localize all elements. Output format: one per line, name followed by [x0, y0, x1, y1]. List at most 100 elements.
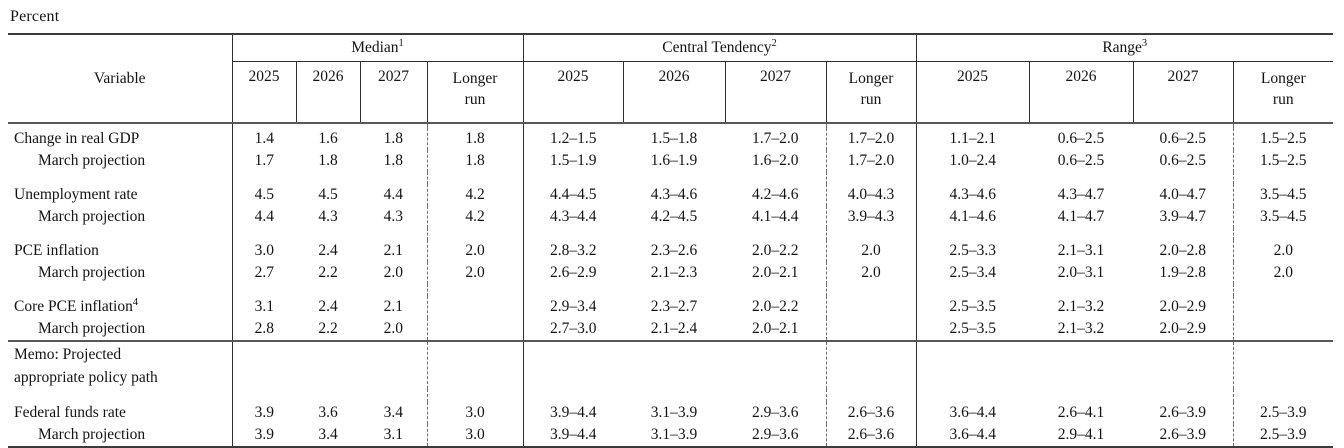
row-spacer — [8, 123, 1333, 128]
longer-run-header: Longer run — [825, 61, 916, 124]
value-cell: 2.0 — [426, 262, 523, 284]
value-cell: 2.6–2.9 — [522, 262, 623, 284]
value-cell — [1232, 296, 1333, 318]
memo-row: Memo: Projected appropriate policy path — [8, 340, 1333, 389]
year-header-row: 2025 2026 2027 Longer run 2025 2026 2027… — [8, 61, 1333, 124]
value-cell: 4.3–4.7 — [1057, 186, 1105, 203]
value-cell: 4.3 — [383, 208, 403, 225]
economic-projections-table: Variable Median1 Central Tendency2 Range… — [8, 33, 1333, 448]
value-cell — [825, 318, 916, 341]
value-cell: 1.0–2.4 — [915, 150, 1029, 172]
value-cell: 4.4 — [383, 186, 403, 203]
value-cell: 1.7–2.0 — [825, 150, 916, 172]
longer-run-header: Longer run — [1232, 61, 1333, 124]
value-cell: 4.2 — [426, 206, 523, 228]
value-cell: 4.0–4.7 — [1159, 186, 1207, 203]
value-cell: 2.7 — [231, 262, 296, 284]
value-cell: 2.6–3.6 — [825, 402, 916, 424]
value-cell: 2.1 — [383, 242, 403, 259]
value-cell: 2.4 — [318, 242, 338, 259]
value-cell: 1.5–2.5 — [1232, 128, 1333, 150]
section-header-median: Median1 — [231, 34, 523, 62]
table-row-core-pce-march: March projection 2.8 2.2 2.0 2.7–3.0 2.1… — [8, 318, 1333, 341]
footnote-marker: 1 — [398, 37, 404, 49]
value-cell: 1.5–1.9 — [522, 150, 623, 172]
table-row-unemployment-march: March projection 4.4 4.3 4.3 4.2 4.3–4.4… — [8, 206, 1333, 228]
value-cell: 3.0 — [231, 240, 296, 262]
value-cell: 4.1–4.4 — [752, 208, 799, 225]
table-row-gdp-march: March projection 1.7 1.8 1.8 1.8 1.5–1.9… — [8, 150, 1333, 172]
value-cell: 4.2 — [426, 184, 523, 206]
row-label: March projection — [38, 320, 146, 337]
value-cell: 2.5–3.3 — [915, 240, 1029, 262]
value-cell — [426, 296, 523, 318]
value-cell: 2.0–2.9 — [1159, 320, 1207, 337]
value-cell: 2.0 — [1232, 240, 1333, 262]
value-cell: 3.9 — [231, 402, 296, 424]
value-cell: 3.6 — [318, 404, 338, 421]
value-cell: 2.3–2.6 — [650, 242, 698, 259]
value-cell: 4.4–4.5 — [522, 184, 623, 206]
value-cell: 3.0 — [426, 424, 523, 447]
value-cell: 4.2–4.5 — [650, 208, 698, 225]
value-cell: 2.1–2.4 — [650, 320, 698, 337]
value-cell: 2.5–3.9 — [1232, 402, 1333, 424]
year-header: 2027 — [1132, 61, 1233, 124]
value-cell: 2.1–3.2 — [1057, 320, 1105, 337]
row-label: March projection — [38, 426, 146, 443]
value-cell: 2.0–2.2 — [752, 298, 799, 315]
value-cell: 3.4 — [383, 404, 403, 421]
value-cell: 1.7–2.0 — [825, 128, 916, 150]
year-header: 2027 — [724, 61, 826, 124]
value-cell: 1.8 — [318, 152, 338, 169]
value-cell: 4.2–4.6 — [752, 186, 799, 203]
value-cell: 2.0 — [825, 240, 916, 262]
value-cell: 2.9–3.6 — [752, 426, 799, 443]
value-cell: 1.8 — [426, 150, 523, 172]
value-cell: 2.1–3.1 — [1057, 242, 1105, 259]
value-cell: 4.3–4.4 — [522, 206, 623, 228]
value-cell: 1.2–1.5 — [522, 128, 623, 150]
row-label: Federal funds rate — [14, 404, 126, 421]
section-header-range: Range3 — [915, 34, 1333, 62]
memo-label: Memo: Projected appropriate policy path — [14, 346, 158, 386]
value-cell: 1.6–2.0 — [752, 152, 799, 169]
year-header: 2026 — [622, 61, 725, 124]
row-label: March projection — [38, 152, 146, 169]
value-cell: 0.6–2.5 — [1057, 130, 1105, 147]
value-cell: 2.8–3.2 — [522, 240, 623, 262]
value-cell: 4.4 — [231, 206, 296, 228]
footnote-marker: 2 — [771, 37, 777, 49]
year-header: 2025 — [522, 61, 623, 124]
value-cell: 2.1 — [383, 298, 403, 315]
value-cell: 0.6–2.5 — [1159, 152, 1207, 169]
value-cell: 2.9–3.4 — [522, 296, 623, 318]
footnote-marker: 3 — [1141, 37, 1148, 49]
value-cell: 2.2 — [318, 320, 338, 337]
value-cell: 4.0–4.3 — [825, 184, 916, 206]
year-header: 2026 — [1028, 61, 1133, 124]
value-cell: 1.9–2.8 — [1159, 264, 1207, 281]
value-cell: 2.0–2.1 — [752, 320, 799, 337]
value-cell: 2.0–2.2 — [752, 242, 799, 259]
value-cell: 3.9 — [231, 424, 296, 447]
value-cell: 2.9–3.6 — [752, 404, 799, 421]
longer-run-header: Longer run — [426, 61, 523, 124]
value-cell: 2.0 — [825, 262, 916, 284]
value-cell: 3.6–4.4 — [915, 424, 1029, 447]
row-label: March projection — [38, 208, 146, 225]
value-cell: 0.6–2.5 — [1159, 130, 1207, 147]
value-cell: 4.5 — [318, 186, 338, 203]
value-cell — [1232, 318, 1333, 341]
year-header: 2025 — [915, 61, 1029, 124]
year-header: 2025 — [231, 61, 296, 124]
value-cell: 4.3 — [318, 208, 338, 225]
value-cell: 2.0–3.1 — [1057, 264, 1105, 281]
value-cell: 2.0–2.1 — [752, 264, 799, 281]
value-cell: 1.5–1.8 — [650, 130, 698, 147]
value-cell: 3.5–4.5 — [1232, 206, 1333, 228]
value-cell: 3.9–4.3 — [825, 206, 916, 228]
table-row-fed-funds-march: March projection 3.9 3.4 3.1 3.0 3.9–4.4… — [8, 424, 1333, 447]
value-cell: 2.6–3.9 — [1159, 426, 1207, 443]
value-cell: 3.9–4.4 — [522, 424, 623, 447]
